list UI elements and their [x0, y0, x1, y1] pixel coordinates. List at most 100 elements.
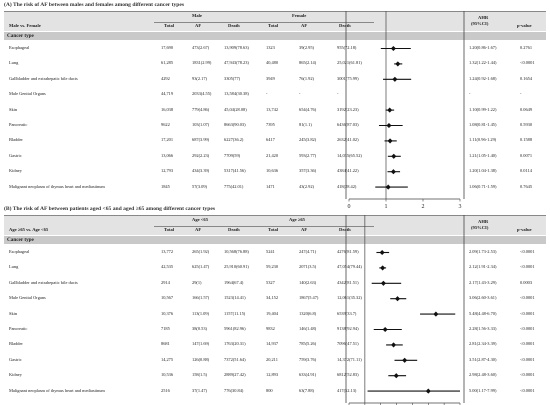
cancer-name: Malignant neoplasm of thymus heart and m… — [9, 183, 105, 189]
table-row: Gallbladder and extrahepatic bile ducts 4… — [4, 73, 546, 85]
cancer-name: Malignant neoplasm of thymus heart and m… — [9, 387, 105, 393]
cell-total-b: 12,893 — [266, 372, 279, 378]
cell-total-b: 34,152 — [266, 295, 279, 301]
cell-total-a: 10,376 — [161, 310, 174, 316]
cell-pvalue: 0.2761 — [520, 45, 533, 50]
cell-death-a: 3305(77) — [224, 75, 241, 81]
cell-total-a: 13,772 — [161, 249, 174, 254]
cell-pvalue: <0.0001 — [520, 326, 535, 331]
col-o-total: Total — [268, 227, 279, 232]
rule — [154, 226, 374, 227]
x-tick-label: 0 — [348, 204, 351, 210]
cell-death-b: 9138(92.94) — [337, 326, 359, 331]
cell-pvalue: <0.0001 — [520, 60, 535, 66]
cell-total-b: 6417 — [266, 137, 275, 143]
table-row: Male Genital Organs 44,719 2033(4.55) 13,58… — [4, 88, 546, 100]
cell-death-a: 10,568(76.88) — [224, 249, 249, 254]
cell-death-b: 6539(33.7) — [337, 310, 357, 316]
female-group-label: Female — [292, 13, 307, 18]
cancer-name: Kidney — [9, 168, 22, 174]
table-row: Gallbladder and extrahepatic bile ducts 2… — [4, 277, 546, 289]
cell-death-a: 8663(90.03) — [224, 122, 246, 127]
cell-pvalue: - — [520, 91, 522, 97]
cell-ahr: 2.17(1.43-3.29) — [469, 279, 497, 285]
cell-death-b: - — [337, 91, 339, 97]
cell-death-a: 6227(36.2) — [224, 137, 244, 143]
cell-ahr: 2.28(1.56-3.33) — [469, 326, 497, 331]
cell-pvalue: <0.0001 — [520, 341, 535, 347]
cell-death-a: 1523(14.41) — [224, 295, 246, 301]
cell-af-b: 2071(3.5) — [299, 264, 317, 270]
ahr-label: AHR — [478, 15, 489, 20]
col-y-total: Total — [164, 227, 175, 232]
cell-af-a: 37(1.47) — [192, 387, 207, 393]
cancer-name: Esophageal — [9, 249, 30, 254]
cell-death-b: 3001(75.99) — [337, 75, 359, 81]
cell-death-b: 4384(41.22) — [337, 168, 359, 174]
table-row: Bladder 17,201 687(3.99) 6227(36.2) 6417 245(… — [4, 134, 546, 146]
cell-af-a: 57(3.09) — [192, 183, 207, 189]
cell-af-a: 1831(2.99) — [192, 60, 212, 66]
col-y-death: Death — [228, 227, 240, 232]
cancer-name: Skin — [9, 310, 18, 316]
estimate-marker — [425, 388, 431, 394]
col-y-af: AF — [195, 227, 202, 232]
estimate-marker — [387, 107, 393, 113]
cell-total-a: 9622 — [161, 122, 170, 127]
cell-total-b: 40,480 — [266, 60, 279, 66]
cell-af-a: 779(4.86) — [192, 106, 210, 112]
cell-total-a: 12,793 — [161, 168, 174, 174]
cell-total-b: 9832 — [266, 326, 275, 331]
cell-af-b: 146(1.48) — [299, 326, 317, 331]
cancer-name: Gastric — [9, 152, 22, 158]
cell-total-b: - — [266, 91, 268, 97]
estimate-marker — [391, 153, 397, 159]
table-row: Gastric 13,066 292(2.23) 7709(59) 21,420 593(… — [4, 150, 546, 162]
estimate-marker — [380, 265, 386, 271]
cell-af-a: 38(0.53) — [192, 326, 207, 331]
cell-ahr: 1.08(0.81-1.45) — [469, 122, 497, 127]
cell-pvalue: 0.7645 — [520, 183, 533, 189]
ahr-ci-label: (95%CI) — [471, 225, 489, 230]
cell-af-b: 1320(6.8) — [299, 310, 317, 316]
cell-af-a: 29(1) — [192, 279, 202, 285]
cell-total-b: 21,420 — [266, 152, 279, 158]
pvalue-label: p-value — [517, 23, 532, 28]
cell-af-a: 113(1.09) — [192, 310, 210, 316]
table-row: Skin 16,038 779(4.86) 45,04(28.08) 13,742 654… — [4, 104, 546, 116]
cell-af-b: - — [299, 91, 301, 97]
estimate-marker — [402, 357, 408, 363]
cell-total-a: 42,535 — [161, 264, 174, 270]
col-f-af: AF — [301, 23, 308, 28]
cell-pvalue: 0.0003 — [520, 279, 533, 285]
cell-pvalue: 0.0649 — [520, 106, 533, 112]
cell-pvalue: <0.0001 — [520, 387, 535, 393]
x-tick-label: 1 — [385, 204, 388, 210]
cell-total-b: 1471 — [266, 183, 275, 189]
col-m-af: AF — [195, 23, 202, 28]
table-row: Lung 42,535 625(1.47) 25,910(60.91) 59,230 20… — [4, 261, 546, 273]
cell-total-b: 10,636 — [266, 168, 279, 174]
cell-af-b: 43(2.92) — [299, 183, 314, 189]
estimate-marker — [380, 280, 386, 286]
cell-ahr: 2.81(2.34-3.39) — [469, 341, 497, 347]
cell-af-b: 593(2.77) — [299, 152, 317, 158]
cancer-name: Bladder — [9, 137, 23, 143]
cell-death-a: 1157(11.15) — [224, 310, 246, 316]
cell-ahr: 1.32(1.22-1.44) — [469, 60, 497, 66]
cell-ahr: 1.24(0.92-1.68) — [469, 75, 497, 81]
cell-total-a: 1845 — [161, 183, 170, 189]
cell-af-a: 434(3.39) — [192, 168, 210, 174]
cell-death-a: 1964(67.4) — [224, 279, 244, 285]
panel-a-title: (A) The risk of AF between males and fem… — [4, 2, 185, 8]
panel-a-forest-plot: 0 1 2 3 — [345, 11, 465, 210]
cell-af-b: 39(2.95) — [299, 45, 314, 50]
cell-af-a: 2033(4.55) — [192, 91, 212, 97]
cell-death-b: 7096(47.51) — [337, 341, 359, 347]
pvalue-label: p-value — [517, 227, 532, 232]
cell-death-b: 418(28.42) — [337, 183, 357, 189]
cell-ahr: 5.00(1.17-7.99) — [469, 387, 497, 393]
cell-pvalue: 0.0114 — [520, 168, 532, 174]
estimate-marker — [382, 326, 388, 333]
cell-total-a: 16,038 — [161, 106, 174, 112]
